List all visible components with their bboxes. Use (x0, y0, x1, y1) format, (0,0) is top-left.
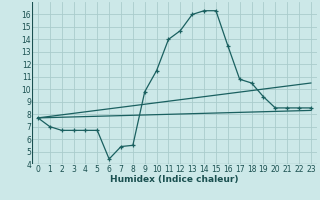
X-axis label: Humidex (Indice chaleur): Humidex (Indice chaleur) (110, 175, 239, 184)
